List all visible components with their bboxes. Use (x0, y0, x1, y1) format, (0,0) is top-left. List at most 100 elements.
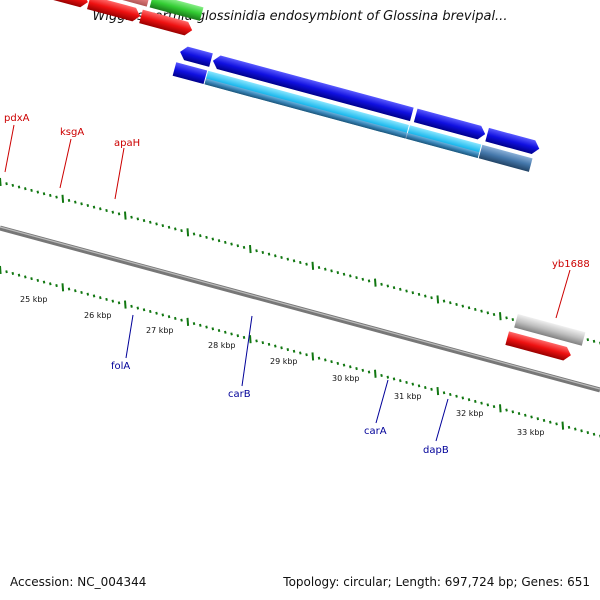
scale-minor-tick (424, 294, 427, 298)
scale-minor-tick (149, 309, 152, 314)
scale-minor-tick (417, 384, 421, 388)
scale-minor-tick (480, 309, 483, 313)
scale-major-tick (561, 421, 565, 430)
scale-minor-tick (286, 257, 290, 261)
scale-minor-tick (449, 392, 452, 397)
gene-long-blue-left[interactable] (211, 54, 414, 122)
label-folA: folA (111, 361, 130, 372)
scale-minor-tick (230, 332, 233, 336)
scale-major-tick (374, 369, 377, 378)
scale-minor-tick (392, 377, 396, 381)
scale-minor-tick (542, 418, 546, 422)
gene-red-right[interactable] (505, 331, 572, 362)
scale-minor-tick (361, 368, 365, 372)
gene-blue-arrow-a[interactable] (413, 108, 487, 141)
scale-minor-tick (24, 275, 27, 279)
label-yb1688: yb1688 (552, 259, 590, 270)
gene-small-left-arrow[interactable] (178, 45, 213, 67)
scale-minor-tick (105, 297, 108, 301)
scale-minor-tick (474, 399, 477, 403)
scale-major-tick (186, 228, 190, 237)
scale-major-tick (186, 317, 190, 326)
scale-minor-tick (5, 270, 8, 274)
scale-minor-tick (280, 346, 283, 350)
scale-minor-tick (255, 339, 258, 343)
scale-minor-tick (167, 315, 171, 319)
scale-minor-tick (592, 432, 596, 436)
scale-major-tick (436, 295, 440, 304)
gene-dapB[interactable] (478, 144, 533, 172)
gene-blue-arrow-b[interactable] (485, 127, 541, 156)
backbone-highlight (0, 226, 600, 390)
scale-label-28: 28 kbp (208, 341, 236, 350)
scale-minor-tick (24, 187, 27, 191)
scale-minor-tick (505, 408, 508, 412)
scale-minor-tick (5, 182, 8, 186)
gene-yb1688[interactable] (514, 314, 586, 346)
gene-apaH[interactable] (149, 0, 204, 21)
scale-minor-tick (49, 282, 52, 286)
gene-red-3[interactable] (139, 9, 194, 37)
scale-minor-tick (480, 401, 483, 405)
scale-label-31: 31 kbp (394, 392, 422, 401)
scale-minor-tick (411, 291, 415, 295)
scale-minor-tick (142, 308, 146, 312)
scale-minor-tick (305, 262, 308, 266)
scale-minor-tick (399, 379, 402, 383)
scale-minor-tick (267, 342, 271, 346)
scale-major-tick (124, 211, 127, 220)
scale-major-tick (61, 283, 65, 292)
scale-minor-tick (467, 398, 471, 402)
scale-minor-tick (42, 192, 46, 196)
scale-minor-tick (386, 284, 390, 288)
scale-minor-tick (30, 277, 33, 281)
scale-minor-tick (455, 394, 458, 398)
scale-major-tick (249, 245, 252, 254)
scale-minor-tick (74, 200, 77, 204)
scale-minor-tick (130, 304, 133, 308)
scale-minor-tick (149, 220, 152, 224)
scale-minor-tick (505, 316, 508, 320)
scale-label-30: 30 kbp (332, 374, 360, 383)
scale-minor-tick (11, 271, 15, 275)
scale-minor-tick (511, 317, 515, 322)
scale-label-25: 25 kbp (20, 295, 48, 304)
scale-minor-tick (530, 415, 533, 419)
scale-minor-tick (430, 296, 433, 300)
scale-minor-tick (405, 380, 408, 384)
scale-minor-tick (142, 219, 146, 223)
scale-minor-tick (199, 234, 202, 238)
scale-major-tick (499, 312, 502, 321)
scale-minor-tick (411, 382, 415, 386)
scale-minor-tick (342, 272, 346, 276)
scale-minor-tick (305, 353, 308, 357)
gene-folA[interactable] (172, 62, 208, 85)
scale-major-tick (61, 194, 65, 203)
scale-minor-tick (555, 422, 558, 426)
scale-minor-tick (574, 427, 577, 431)
scale-minor-tick (92, 205, 96, 209)
scale-minor-tick (67, 198, 71, 202)
scale-minor-tick (80, 202, 83, 206)
scale-minor-tick (155, 311, 158, 315)
scale-minor-tick (386, 375, 390, 379)
scale-minor-tick (174, 227, 177, 231)
gene-red-2[interactable] (87, 0, 142, 23)
label-apaH: apaH (114, 138, 140, 149)
label-carB: carB (228, 389, 251, 400)
scale-major-tick (499, 404, 502, 413)
scale-minor-tick (586, 338, 590, 342)
scale-minor-tick (99, 207, 102, 211)
gene-red-1[interactable] (41, 0, 90, 9)
scale-minor-tick (461, 304, 465, 308)
scale-minor-tick (492, 312, 496, 317)
scale-minor-tick (567, 425, 571, 429)
scale-minor-tick (286, 348, 290, 352)
label-dapB: dapB (423, 445, 449, 456)
scale-minor-tick (192, 232, 196, 236)
scale-minor-tick (155, 222, 158, 226)
scale-minor-tick (330, 269, 333, 273)
scale-minor-tick (167, 225, 171, 229)
scale-minor-tick (280, 255, 283, 259)
scale-minor-tick (80, 290, 83, 295)
